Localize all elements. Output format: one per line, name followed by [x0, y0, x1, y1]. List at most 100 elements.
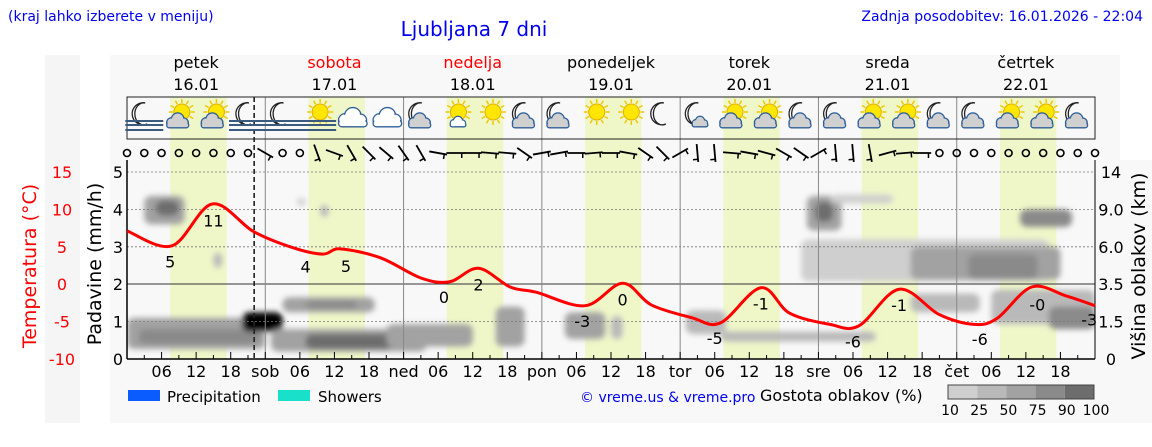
cloud-patch	[156, 200, 179, 215]
day-date: 16.01	[173, 75, 219, 94]
x-hour-label: 06	[566, 362, 586, 381]
cloud-height-axis-label: Višina oblakov (km)	[1128, 173, 1150, 360]
cloud-scale-swatch	[1006, 385, 1035, 399]
cloud-patch	[297, 198, 306, 205]
cloud-height-tick: 3.5	[1098, 275, 1123, 294]
x-hour-label: 06	[428, 362, 448, 381]
precipitation-tick: 2	[113, 275, 123, 294]
x-hour-label: 18	[221, 362, 241, 381]
cloud-patch	[320, 205, 329, 217]
cloud-patch	[213, 253, 222, 268]
cloud-height-tick: 9.0	[1098, 200, 1123, 219]
x-hour-label: 18	[635, 362, 655, 381]
temperature-label: -6	[845, 333, 861, 352]
daylight-band	[862, 97, 918, 359]
cloud-height-tick: 6.0	[1098, 238, 1123, 257]
precipitation-tick: 0	[113, 350, 123, 369]
temperature-label: 0	[439, 288, 449, 307]
precipitation-legend-swatch	[128, 390, 160, 401]
temperature-tick: 5	[57, 238, 67, 257]
day-date: 21.01	[865, 75, 911, 94]
temperature-label: -1	[891, 296, 907, 315]
x-hour-label: 06	[290, 362, 310, 381]
daylight-band	[309, 97, 365, 359]
cloud-patch	[830, 194, 893, 203]
cloud-scale-label: 75	[1029, 403, 1047, 419]
daylight-band	[723, 97, 779, 359]
day-date: 22.01	[1003, 75, 1049, 94]
x-hour-label: 18	[774, 362, 794, 381]
temperature-tick: -5	[54, 313, 70, 332]
x-day-label: čet	[944, 362, 969, 381]
x-hour-label: 06	[705, 362, 725, 381]
temperature-label: 11	[203, 212, 223, 231]
x-hour-label: 18	[1050, 362, 1070, 381]
cloud-scale-swatch	[1065, 385, 1094, 399]
x-hour-label: 06	[843, 362, 863, 381]
cloud-height-tick: 1.5	[1098, 313, 1123, 332]
temperature-tick: -10	[49, 350, 75, 369]
cloud-patch	[306, 301, 358, 308]
x-hour-label: 18	[912, 362, 932, 381]
temperature-label: -3	[1081, 311, 1097, 330]
precipitation-tick: 1	[113, 313, 123, 332]
day-name: nedelja	[443, 53, 502, 72]
x-hour-label: 12	[463, 362, 483, 381]
temperature-label: 0	[617, 290, 627, 309]
day-date: 17.01	[312, 75, 358, 94]
cloud-patch	[968, 254, 1037, 279]
precipitation-axis-label: Padavine (mm/h)	[84, 183, 106, 346]
x-hour-label: 12	[1016, 362, 1036, 381]
x-hour-label: 12	[324, 362, 344, 381]
temperature-label: 4	[301, 257, 311, 276]
cloud-scale-label: 50	[999, 403, 1017, 419]
x-day-label: ned	[389, 362, 419, 381]
showers-legend-label: Showers	[318, 388, 382, 406]
temperature-label: 2	[473, 275, 483, 294]
x-day-label: sob	[251, 362, 279, 381]
day-name: ponedeljek	[567, 53, 656, 72]
x-hour-label: 06	[981, 362, 1001, 381]
cloud-height-tick: 14	[1101, 163, 1121, 182]
x-hour-label: 12	[739, 362, 759, 381]
last-updated: Zadnja posodobitev: 16.01.2026 - 22:04	[861, 9, 1143, 25]
copyright-link[interactable]: © vreme.us & vreme.pro	[580, 390, 755, 406]
precipitation-tick: 3	[113, 238, 123, 257]
temperature-label: -5	[707, 329, 723, 348]
temperature-tick: 0	[57, 275, 67, 294]
menu-hint[interactable]: (kraj lahko izberete v meniju)	[8, 9, 214, 25]
temperature-tick: 10	[52, 200, 72, 219]
cloud-scale-swatch	[977, 385, 1006, 399]
x-day-label: pon	[527, 362, 557, 381]
x-day-label: sre	[806, 362, 830, 381]
day-date: 18.01	[450, 75, 496, 94]
day-name: petek	[173, 53, 219, 72]
daylight-band	[447, 97, 503, 359]
cloud-height-tick: 0	[1106, 350, 1116, 369]
cloud-patch	[139, 329, 260, 344]
day-name: torek	[729, 53, 771, 72]
cloud-scale-label: 100	[1083, 403, 1110, 419]
precipitation-tick: 4	[113, 200, 123, 219]
cloud-patch	[306, 334, 392, 349]
x-hour-label: 18	[359, 362, 379, 381]
cloud-scale-label: 90	[1058, 403, 1076, 419]
day-date: 19.01	[588, 75, 634, 94]
temperature-label: 5	[341, 257, 351, 276]
cloud-patch	[611, 316, 623, 339]
cloud-patch	[496, 307, 525, 347]
cloud-scale-swatch	[1036, 385, 1065, 399]
cloud-scale-label: 10	[941, 403, 959, 419]
temperature-label: 5	[165, 252, 175, 271]
day-date: 20.01	[726, 75, 772, 94]
x-hour-label: 12	[877, 362, 897, 381]
x-hour-label: 12	[601, 362, 621, 381]
x-hour-label: 18	[497, 362, 517, 381]
temperature-label: -1	[753, 295, 769, 314]
cloud-patch	[911, 294, 980, 313]
day-name: sreda	[865, 53, 909, 72]
showers-legend-swatch	[278, 390, 310, 401]
page-title: Ljubljana 7 dni	[401, 17, 548, 41]
day-name: četrtek	[997, 53, 1055, 72]
